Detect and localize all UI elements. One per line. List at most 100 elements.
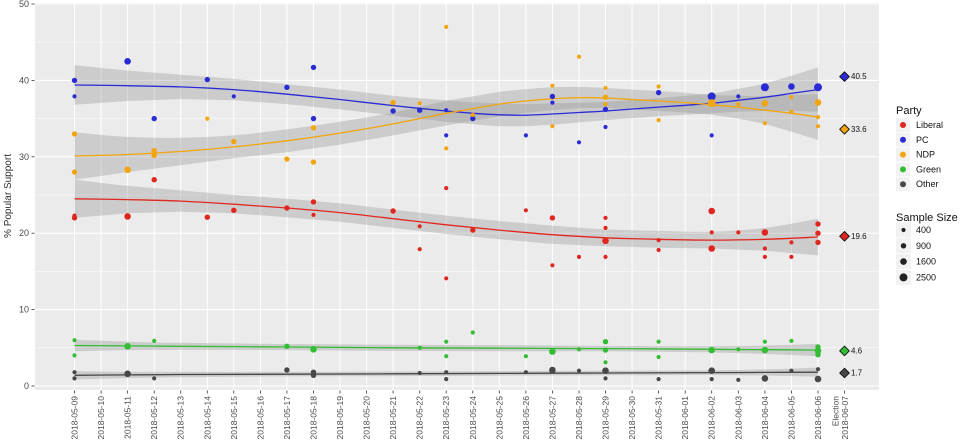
x-tick-label: 2018-05-11 bbox=[123, 396, 133, 439]
poll-point-pc bbox=[707, 92, 716, 101]
y-tick-label: 30 bbox=[19, 152, 29, 162]
poll-point-green bbox=[417, 345, 422, 350]
poll-point-green bbox=[576, 347, 582, 352]
poll-point-liberal bbox=[549, 215, 556, 221]
x-tick-label: 2018-05-27 bbox=[547, 396, 557, 440]
x-tick-label: 2018-05-13 bbox=[176, 396, 186, 440]
poll-point-ndp bbox=[310, 125, 317, 131]
y-tick-label: 0 bbox=[24, 381, 29, 391]
poll-point-pc bbox=[390, 108, 396, 114]
poll-point-other bbox=[72, 376, 77, 381]
poll-point-ndp bbox=[470, 112, 475, 117]
x-tick-label: 2018-05-14 bbox=[202, 396, 212, 440]
poll-point-pc bbox=[310, 115, 317, 122]
poll-points bbox=[71, 24, 822, 383]
legend-dot-pc bbox=[900, 136, 906, 143]
poll-point-ndp bbox=[762, 121, 768, 126]
poll-point-other bbox=[417, 370, 422, 376]
x-tick-label-election: 2018-06-07 bbox=[840, 396, 850, 440]
poll-point-green bbox=[814, 347, 822, 355]
poll-point-liberal bbox=[603, 254, 608, 259]
poll-point-liberal bbox=[444, 186, 449, 191]
poll-point-liberal bbox=[761, 229, 769, 236]
trend-line-pc bbox=[74, 84, 819, 116]
poll-point-liberal bbox=[709, 230, 714, 235]
poll-point-liberal bbox=[762, 254, 768, 259]
poll-point-ndp bbox=[815, 115, 821, 120]
poll-point-liberal bbox=[124, 213, 131, 220]
poll-point-liberal bbox=[815, 239, 821, 246]
poll-point-ndp bbox=[390, 99, 396, 106]
legend-dot-n900 bbox=[900, 243, 907, 249]
poll-point-pc bbox=[523, 133, 529, 138]
poll-point-liberal bbox=[72, 213, 77, 218]
poll-point-other bbox=[310, 372, 317, 378]
election-value-label-green: 4.6 bbox=[851, 346, 863, 355]
poll-point-pc bbox=[151, 115, 157, 122]
x-tick-label: 2018-05-31 bbox=[654, 396, 664, 440]
poll-point-ndp bbox=[576, 54, 582, 59]
poll-point-ndp bbox=[550, 124, 555, 129]
y-tick-label: 50 bbox=[19, 0, 29, 9]
poll-point-liberal bbox=[231, 207, 237, 213]
poll-point-green bbox=[284, 343, 290, 349]
x-tick-label: 2018-06-01 bbox=[680, 396, 690, 440]
poll-point-ndp bbox=[656, 84, 661, 89]
poll-point-pc bbox=[444, 133, 449, 138]
poll-point-ndp bbox=[602, 94, 609, 100]
legend-dot-green bbox=[900, 166, 906, 173]
poll-point-other bbox=[444, 370, 449, 375]
election-marker-green bbox=[839, 345, 850, 357]
poll-point-liberal bbox=[789, 240, 794, 245]
poll-point-liberal bbox=[603, 225, 608, 230]
poll-point-other bbox=[656, 377, 661, 382]
poll-point-liberal bbox=[708, 245, 715, 252]
poll-point-liberal bbox=[284, 205, 290, 211]
poll-point-liberal bbox=[417, 247, 422, 252]
legend-label-other: Other bbox=[916, 179, 939, 189]
poll-point-liberal bbox=[390, 208, 396, 214]
poll-point-liberal bbox=[311, 212, 316, 217]
poll-point-green bbox=[523, 354, 529, 359]
poll-point-other bbox=[602, 367, 609, 375]
poll-point-liberal bbox=[417, 224, 422, 229]
poll-point-ndp bbox=[444, 146, 449, 151]
poll-point-liberal bbox=[815, 221, 821, 227]
legend-label-liberal: Liberal bbox=[916, 120, 943, 130]
poll-point-liberal bbox=[550, 263, 555, 268]
poll-point-other bbox=[736, 377, 741, 382]
poll-point-pc bbox=[549, 93, 556, 100]
election-value-label-pc: 40.5 bbox=[851, 72, 867, 81]
poll-point-pc bbox=[602, 106, 609, 113]
poll-point-ndp bbox=[814, 99, 822, 106]
poll-point-liberal bbox=[736, 230, 741, 235]
poll-point-other bbox=[761, 375, 769, 382]
x-tick-label: 2018-05-15 bbox=[229, 396, 239, 440]
x-tick-label: 2018-05-22 bbox=[415, 396, 425, 440]
poll-point-other bbox=[709, 377, 714, 382]
poll-point-ndp bbox=[205, 116, 210, 121]
x-tick-label: 2018-05-26 bbox=[521, 396, 531, 440]
election-marker-other bbox=[839, 367, 850, 379]
poll-point-liberal bbox=[444, 276, 449, 281]
x-tick-label-election: Election bbox=[831, 396, 841, 427]
poll-point-liberal bbox=[789, 254, 794, 259]
poll-point-green bbox=[602, 339, 609, 345]
poll-point-liberal bbox=[204, 214, 210, 220]
poll-point-liberal bbox=[762, 246, 768, 251]
x-tick-label: 2018-06-02 bbox=[707, 396, 717, 440]
poll-point-other bbox=[444, 377, 449, 382]
x-tick-label: 2018-05-28 bbox=[574, 396, 584, 440]
poll-point-other bbox=[523, 370, 529, 375]
poll-point-other bbox=[72, 370, 77, 375]
x-tick-label: 2018-05-17 bbox=[282, 396, 292, 440]
poll-point-ndp bbox=[789, 95, 794, 100]
poll-point-pc bbox=[204, 76, 210, 83]
poll-point-pc bbox=[284, 84, 290, 91]
x-tick-label: 2018-05-19 bbox=[335, 396, 345, 440]
poll-point-green bbox=[656, 354, 661, 360]
x-tick-label: 2018-05-23 bbox=[441, 396, 451, 440]
legend-dot-n2500 bbox=[899, 273, 908, 282]
poll-point-ndp bbox=[789, 109, 794, 114]
